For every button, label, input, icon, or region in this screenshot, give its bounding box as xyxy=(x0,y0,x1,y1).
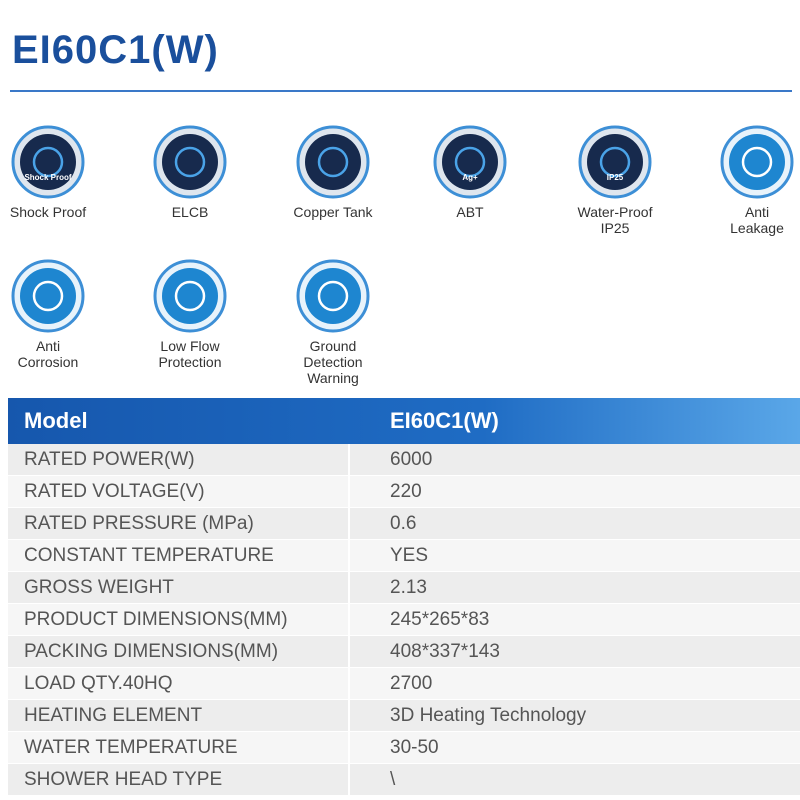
feature-icon xyxy=(720,125,794,199)
cell: WATER TEMPERATURE xyxy=(8,732,350,763)
cell: RATED VOLTAGE(V) xyxy=(8,476,350,507)
feature-icon xyxy=(296,259,370,333)
feature-label: Anti Corrosion xyxy=(0,338,118,370)
divider xyxy=(10,90,792,92)
label-line: Anti xyxy=(35,338,61,354)
feature: Low Flow Protection xyxy=(120,258,260,370)
table-row: SHOWER HEAD TYPE \ xyxy=(8,764,800,796)
feature-icon xyxy=(11,259,85,333)
table-row: GROSS WEIGHT 2.13 xyxy=(8,572,800,604)
cell: 2.13 xyxy=(390,576,427,598)
label-line: Protection xyxy=(158,354,222,370)
label-line: Corrosion xyxy=(17,354,79,370)
cell: RATED POWER(W) xyxy=(8,444,350,475)
feature: Anti Leakage xyxy=(687,124,800,236)
cell: 220 xyxy=(390,480,422,502)
cell: HEATING ELEMENT xyxy=(8,700,350,731)
label-line: Copper Tank xyxy=(293,204,373,220)
cell: \ xyxy=(390,768,396,790)
icon-badge: Shock Proof xyxy=(24,173,71,182)
feature-label: ELCB xyxy=(120,204,260,220)
table-row: RATED PRESSURE (MPa) 0.6 xyxy=(8,508,800,540)
title: EI60C1(W) xyxy=(12,28,219,72)
feature-label: ABT xyxy=(400,204,540,220)
feature: Anti Corrosion xyxy=(0,258,118,370)
feature-icon: Shock Proof xyxy=(11,125,85,199)
feature-icon xyxy=(153,125,227,199)
cell: 0.6 xyxy=(390,512,417,534)
label-line: Warning xyxy=(307,370,359,386)
table-row: CONSTANT TEMPERATURE YES xyxy=(8,540,800,572)
cell: PRODUCT DIMENSIONS(MM) xyxy=(8,604,350,635)
cell: YES xyxy=(390,544,429,566)
cell: LOAD QTY.40HQ xyxy=(8,668,350,699)
label-line: Shock Proof xyxy=(9,204,87,220)
icon-badge: IP25 xyxy=(607,173,624,182)
feature-icon xyxy=(153,259,227,333)
header-cell: Model xyxy=(24,408,88,433)
feature-label: Low Flow Protection xyxy=(120,338,260,370)
cell: 6000 xyxy=(390,448,433,470)
feature-icon: IP25 xyxy=(578,125,652,199)
feature: IP25 Water-Proof IP25 xyxy=(545,124,685,236)
cell: 245*265*83 xyxy=(390,608,490,630)
feature-icon xyxy=(296,125,370,199)
label-line: Ground xyxy=(309,338,357,354)
label-line: Anti xyxy=(744,204,770,220)
cell: 30-50 xyxy=(390,736,439,758)
feature: Ag+ ABT xyxy=(400,124,540,220)
feature-icon: Ag+ xyxy=(433,125,507,199)
table-header: Model EI60C1(W) xyxy=(8,398,800,444)
cell: SHOWER HEAD TYPE xyxy=(8,764,350,795)
label-line: Detection xyxy=(303,354,363,370)
label-line: Low Flow xyxy=(160,338,220,354)
cell: 408*337*143 xyxy=(390,640,500,662)
table-row: HEATING ELEMENT 3D Heating Technology xyxy=(8,700,800,732)
label-line: Water-Proof xyxy=(577,204,653,220)
feature: Ground Detection Warning xyxy=(263,258,403,386)
header-cell: EI60C1(W) xyxy=(390,408,499,433)
label-line: Leakage xyxy=(730,220,784,236)
table-row: RATED VOLTAGE(V) 220 xyxy=(8,476,800,508)
label-line: ABT xyxy=(456,204,484,220)
feature-label: Water-Proof IP25 xyxy=(545,204,685,236)
feature: ELCB xyxy=(120,124,260,220)
cell: RATED PRESSURE (MPa) xyxy=(8,508,350,539)
label-line: ELCB xyxy=(171,204,209,220)
cell: GROSS WEIGHT xyxy=(8,572,350,603)
spec-table: Model EI60C1(W) RATED POWER(W) 6000 RATED … xyxy=(8,398,800,796)
cell: PACKING DIMENSIONS(MM) xyxy=(8,636,350,667)
cell: 2700 xyxy=(390,672,433,694)
feature-label: Anti Leakage xyxy=(687,204,800,236)
table-row: PACKING DIMENSIONS(MM) 408*337*143 xyxy=(8,636,800,668)
feature-label: Shock Proof xyxy=(0,204,118,220)
feature-label: Ground Detection Warning xyxy=(263,338,403,386)
label-line: IP25 xyxy=(600,220,630,236)
table-row: PRODUCT DIMENSIONS(MM) 245*265*83 xyxy=(8,604,800,636)
feature: Shock Proof Shock Proof xyxy=(0,124,118,220)
feature-label: Copper Tank xyxy=(263,204,403,220)
icon-badge: Ag+ xyxy=(462,173,478,182)
feature: Copper Tank xyxy=(263,124,403,220)
cell: 3D Heating Technology xyxy=(390,704,587,726)
cell: CONSTANT TEMPERATURE xyxy=(8,540,350,571)
table-row: WATER TEMPERATURE 30-50 xyxy=(8,732,800,764)
table-row: RATED POWER(W) 6000 xyxy=(8,444,800,476)
table-row: LOAD QTY.40HQ 2700 xyxy=(8,668,800,700)
